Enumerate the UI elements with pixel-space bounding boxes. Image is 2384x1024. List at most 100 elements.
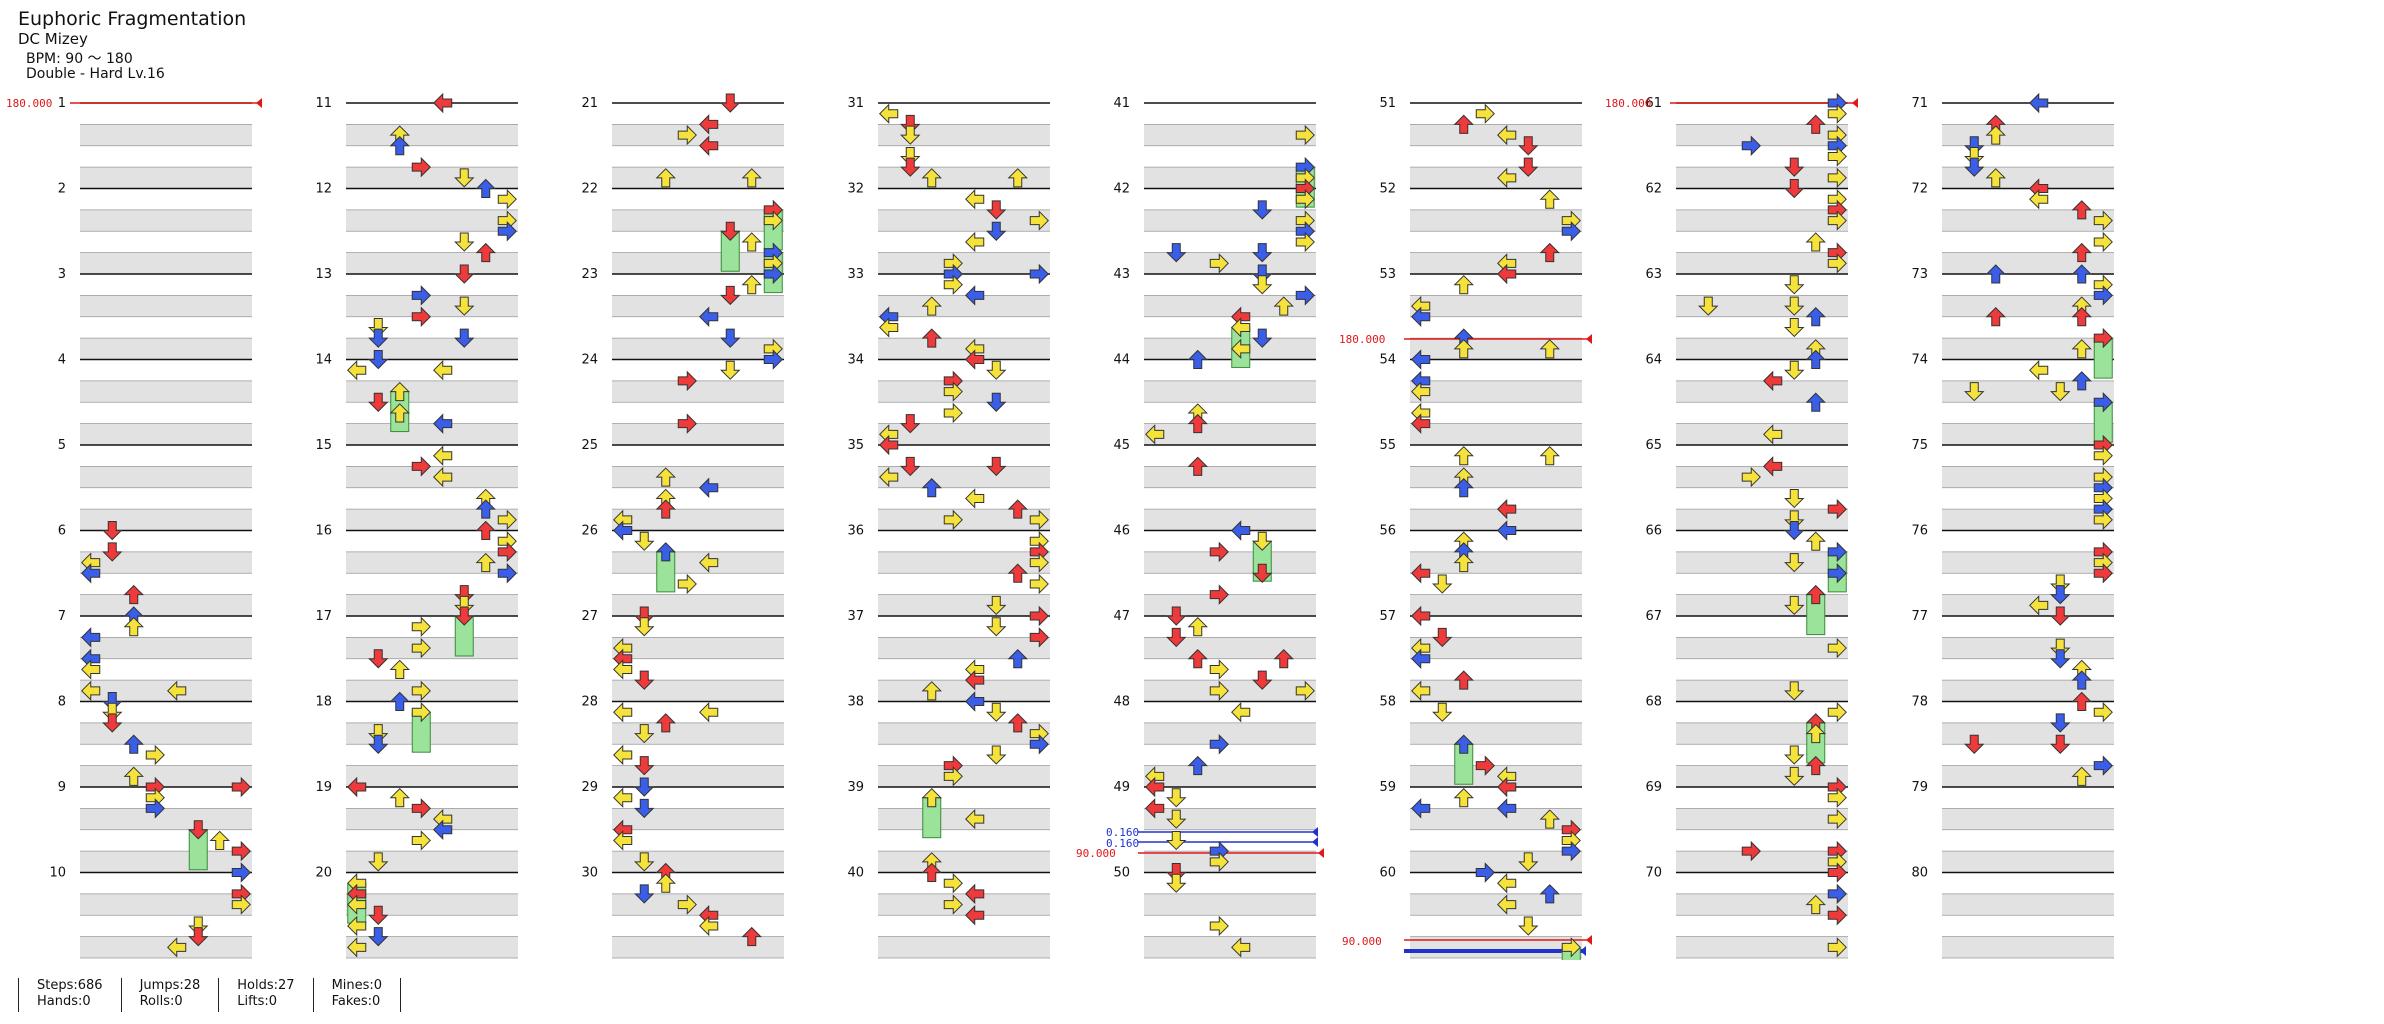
measure-number: 45 — [1113, 438, 1130, 453]
beat-shade — [346, 338, 518, 360]
arrow-right-icon — [1741, 466, 1761, 488]
stats-column: Holds:27 Lifts:0 — [219, 978, 314, 1012]
arrow-down-icon — [454, 232, 475, 252]
arrow-left-icon — [433, 92, 453, 114]
arrow-down-icon — [1698, 296, 1719, 316]
arrow-right-icon — [1827, 787, 1847, 808]
arrow-down-icon — [720, 328, 741, 348]
arrow-right-icon — [943, 274, 963, 295]
arrow-up-icon — [1273, 296, 1294, 316]
arrow-left-icon — [879, 103, 899, 124]
arrow-up-icon — [1187, 616, 1208, 637]
arrow-right-icon — [1827, 862, 1847, 883]
arrow-down-icon — [900, 456, 921, 477]
beat-shade — [878, 893, 1050, 916]
beat-shade — [346, 466, 518, 488]
arrow-left-icon — [1411, 680, 1431, 702]
arrow-down-icon — [986, 221, 1007, 241]
beat-shade — [346, 509, 518, 531]
arrow-right-icon — [497, 509, 517, 531]
arrow-up-icon — [389, 659, 410, 679]
beat-shade — [1676, 594, 1848, 616]
arrow-down-icon — [986, 595, 1007, 616]
arrow-down-icon — [634, 531, 655, 551]
beat-shade — [80, 423, 252, 445]
beat-shade — [1410, 252, 1582, 274]
beat-shade — [80, 765, 252, 787]
arrow-up-icon — [2071, 766, 2092, 786]
arrow-down-icon — [1964, 157, 1985, 177]
arrow-up-icon — [389, 381, 410, 402]
arrow-down-icon — [2050, 713, 2071, 733]
arrow-down-icon — [634, 670, 655, 690]
arrow-right-icon — [497, 188, 517, 210]
arrow-right-icon — [1029, 552, 1049, 573]
measure-number: 27 — [581, 609, 598, 624]
beat-shade — [346, 851, 518, 873]
arrow-right-icon — [231, 894, 251, 915]
arrow-right-icon — [2093, 327, 2113, 349]
measure-number: 32 — [847, 182, 864, 197]
arrow-up-icon — [1805, 531, 1826, 551]
stats-column: Steps:686 Hands:0 — [19, 978, 122, 1012]
beat-shade — [1410, 124, 1582, 146]
beat-shade — [346, 722, 518, 745]
arrow-left-icon — [965, 231, 985, 253]
arrow-left-icon — [1497, 520, 1517, 541]
beat-shade — [1144, 209, 1316, 232]
measure-number: 54 — [1379, 353, 1396, 368]
arrow-right-icon — [1741, 135, 1761, 156]
arrow-left-icon — [1411, 563, 1431, 584]
arrow-right-icon — [411, 637, 431, 659]
measure-number: 6 — [58, 524, 66, 539]
arrow-down-icon — [368, 649, 389, 669]
beat-shade — [878, 124, 1050, 146]
arrow-up-icon — [1007, 168, 1028, 188]
arrow-left-icon — [613, 744, 633, 766]
beat-shade — [612, 124, 784, 146]
song-title: Euphoric Fragmentation — [18, 8, 247, 30]
beat-shade — [1676, 209, 1848, 232]
beat-shade — [612, 594, 784, 616]
stop-line-marker — [1580, 946, 1586, 956]
arrow-right-icon — [1827, 701, 1847, 723]
arrow-right-icon — [1827, 905, 1847, 926]
arrow-left-icon — [699, 306, 719, 327]
arrow-right-icon — [1029, 210, 1049, 231]
measure-number: 14 — [315, 353, 332, 368]
beat-shade — [1676, 423, 1848, 445]
arrow-left-icon — [433, 466, 453, 488]
beat-shade — [1410, 466, 1582, 488]
song-artist: DC Mizey — [18, 30, 88, 48]
measure-number: 25 — [581, 438, 598, 453]
arrow-up-icon — [123, 734, 144, 754]
arrow-left-icon — [347, 937, 367, 958]
arrow-left-icon — [2029, 595, 2049, 616]
beat-shade — [1676, 338, 1848, 360]
beat-shade — [346, 637, 518, 659]
measure-number: 74 — [1911, 353, 1928, 368]
arrow-up-icon — [1805, 232, 1826, 252]
beat-shade — [612, 722, 784, 745]
arrow-up-icon — [2071, 371, 2092, 391]
stats-column: Jumps:28 Rolls:0 — [122, 978, 220, 1012]
arrow-right-icon — [2093, 563, 2113, 584]
beat-shade — [878, 594, 1050, 616]
measure-number: 67 — [1645, 609, 1662, 624]
arrow-down-icon — [720, 93, 741, 113]
measure-number: 20 — [315, 866, 332, 881]
arrow-left-icon — [433, 359, 453, 381]
arrow-up-icon — [389, 787, 410, 808]
beat-shade — [1144, 295, 1316, 317]
measure-number: 17 — [315, 609, 332, 624]
measure-number: 57 — [1379, 609, 1396, 624]
arrow-up-icon — [921, 296, 942, 316]
beat-shade — [878, 509, 1050, 531]
difficulty-label: Double - Hard Lv.16 — [26, 66, 165, 82]
bpm-change-line-marker — [1318, 848, 1324, 858]
arrow-left-icon — [1497, 498, 1517, 520]
beat-shade — [1942, 936, 2114, 958]
beat-shade — [1942, 124, 2114, 146]
arrow-right-icon — [763, 210, 783, 231]
arrow-down-icon — [188, 927, 209, 947]
